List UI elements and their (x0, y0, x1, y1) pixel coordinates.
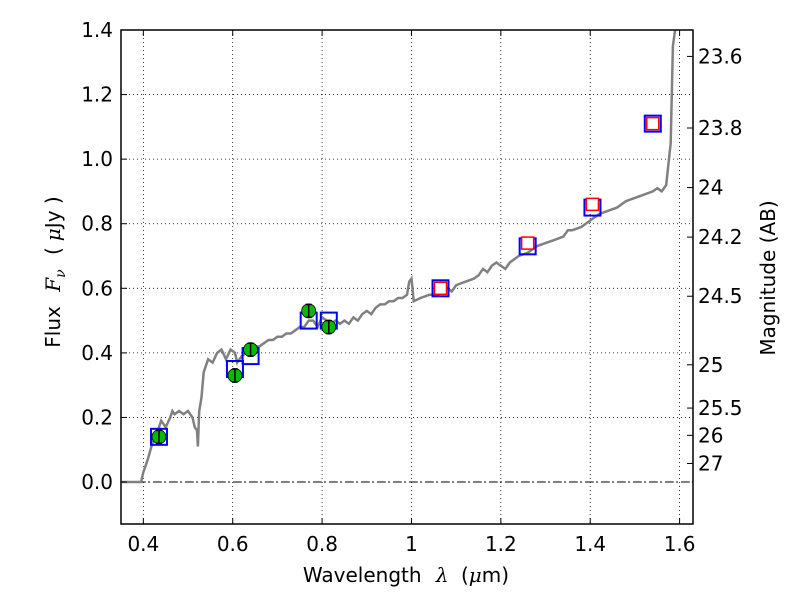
x-tick-label: 1 (405, 532, 418, 556)
mag-tick-label: 23.6 (698, 44, 743, 68)
y-axis-unit-open: ( (41, 247, 65, 255)
x-tick-label: 1.6 (664, 532, 696, 556)
x-tick-label: 1.4 (574, 532, 606, 556)
y-axis-subscript: ν (53, 269, 69, 278)
tick-layer: 0.4 0.6 0.8 1 1.2 1.4 1.6 0.0 0.2 0.4 0.6 0.8 1.0 1.2… (81, 18, 742, 556)
model-photometry-square (149, 427, 168, 446)
observed-photometry-square (646, 116, 660, 131)
mag-tick-label: 27 (698, 451, 723, 475)
y-axis-symbol: F (41, 277, 65, 293)
x-axis-unit-open: ( (461, 563, 469, 587)
observed-photometry-square (585, 197, 600, 212)
mag-tick-label: 23.8 (698, 116, 743, 140)
x-axis-unit-mu: μ (469, 563, 482, 587)
series-layer (121, 30, 677, 484)
x-tick-label: 0.6 (217, 532, 249, 556)
grid-lines (121, 29, 693, 524)
mag-tick-label: 24.5 (698, 284, 743, 308)
x-tick-label: 1.2 (485, 532, 517, 556)
mag-tick-label: 26 (698, 423, 723, 447)
x-tick-label: 0.4 (127, 532, 159, 556)
x-axis-symbol: λ (435, 563, 449, 587)
model-sed-line (121, 30, 677, 484)
x-axis-label-text: Wavelength (303, 563, 422, 587)
y-tick-label: 0.6 (81, 276, 113, 300)
y-tick-label: 0.2 (81, 405, 113, 429)
mag-tick-label: 24.2 (698, 225, 743, 249)
y-axis-label-text: Flux (41, 306, 65, 348)
plot-frame (120, 29, 694, 525)
x-axis-label: Wavelength λ (μm) (303, 563, 509, 587)
y-tick-label: 1.4 (81, 18, 113, 42)
y-tick-label: 1.2 (81, 83, 113, 107)
y-axis-unit-mu: μ (41, 228, 65, 241)
y-tick-label: 0.4 (81, 341, 113, 365)
y-tick-label: 0.0 (81, 470, 113, 494)
y-axis-label: Flux Fν ( μJy ) (41, 196, 70, 347)
y-tick-label: 1.0 (81, 147, 113, 171)
observed-photometry-square (520, 236, 535, 250)
y-tick-label: 0.8 (81, 212, 113, 236)
observed-photometry-square (433, 281, 448, 296)
y-axis-unit-rest: Jy ) (41, 196, 65, 230)
x-axis-unit-rest: m) (482, 563, 509, 587)
mag-tick-label: 24 (698, 176, 723, 200)
secondary-y-axis-label: Magnitude (AB) (756, 200, 780, 355)
mag-tick-label: 25 (698, 353, 723, 377)
x-tick-label: 0.8 (306, 532, 338, 556)
model-photometry-square (431, 279, 450, 298)
model-photometry-square (643, 114, 662, 133)
mag-tick-label: 25.5 (698, 396, 743, 420)
